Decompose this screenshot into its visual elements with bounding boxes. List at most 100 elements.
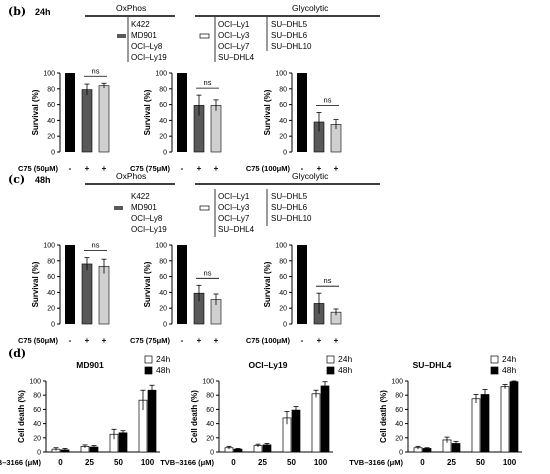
y-tick-label: 80: [47, 86, 55, 93]
glyco-line-5: SU–DHL5: [271, 192, 308, 201]
y-tick-label: 0: [210, 450, 214, 457]
treatment-tick-label: -: [181, 336, 184, 345]
x-tick-label: 25: [258, 458, 267, 467]
legend-label-48h: 48h: [338, 365, 352, 375]
oxphos-swatch: [114, 206, 123, 210]
treatment-tick-label: +: [102, 164, 107, 173]
y-tick-label: 60: [159, 102, 167, 109]
y-tick-label: 0: [163, 322, 167, 329]
y-tick-label: 40: [206, 421, 214, 428]
glyco-line-2: OCI–Ly3: [218, 31, 250, 40]
oxphos-line-4: OCI–Ly19: [131, 53, 167, 62]
y-tick-label: 40: [33, 421, 41, 428]
y-tick-label: 20: [206, 435, 214, 442]
treatment-label: C75 (75μM): [130, 164, 171, 173]
bar-glycolytic: [98, 266, 110, 325]
panel-b-label: (b): [8, 5, 26, 18]
bar-glycolytic: [210, 105, 222, 153]
y-tick-label: 20: [47, 306, 55, 313]
y-tick-label: 60: [279, 102, 287, 109]
bar-oxphos: [81, 263, 93, 325]
y-tick-label: 40: [159, 290, 167, 297]
y-axis-label: Cell death (%): [17, 390, 26, 443]
y-axis-label: Survival (%): [143, 261, 152, 307]
y-tick-label: 40: [279, 118, 287, 125]
y-axis-label: Survival (%): [263, 261, 272, 307]
x-axis-label: TVB–3166 (μM): [349, 458, 403, 467]
legend-swatch-48h: [490, 366, 499, 375]
oxphos-line-2: MD901: [131, 31, 157, 40]
y-tick-label: 20: [279, 134, 287, 141]
y-tick-label: 80: [33, 393, 41, 400]
chart-c-100um: 0 20 40 60 80 100 Survival (%) - + + ns C75 (100μM): [246, 243, 342, 345]
bar-24h: [471, 398, 481, 453]
bar-48h: [509, 381, 519, 453]
y-tick-label: 100: [155, 71, 167, 78]
oxphos-line-1: K422: [131, 192, 150, 201]
y-tick-label: 100: [155, 243, 167, 250]
treatment-tick-label: +: [197, 164, 202, 173]
x-tick-label: 25: [85, 458, 94, 467]
glyco-line-7: SU–DHL10: [271, 214, 312, 223]
legend-swatch-24h: [326, 355, 335, 364]
treatment-tick-label: +: [214, 336, 219, 345]
treatment-tick-label: +: [197, 336, 202, 345]
y-tick-label: 60: [33, 407, 41, 414]
y-tick-label: 60: [395, 407, 403, 414]
oxphos-title: OxPhos: [116, 171, 146, 181]
y-tick-label: 80: [159, 86, 167, 93]
oxphos-line-2: MD901: [131, 203, 157, 212]
glyco-line-1: OCI–Ly1: [218, 20, 250, 29]
panel-d-label: (d): [8, 347, 26, 360]
y-tick-label: 0: [283, 322, 287, 329]
y-tick-label: 40: [159, 118, 167, 125]
ns-label: ns: [204, 268, 212, 277]
treatment-label: C75 (100μM): [246, 164, 291, 173]
oxphos-swatch: [117, 34, 126, 38]
x-tick-label: 100: [314, 458, 328, 467]
panel-b-legend: OxPhos Glycolytic K422 MD901 OCI–Ly8 OCI…: [85, 3, 380, 62]
treatment-label: C75 (100μM): [246, 336, 291, 345]
treatment-label: C75 (50μM): [18, 164, 59, 173]
y-axis-label: Survival (%): [263, 89, 272, 135]
treatment-tick-label: +: [85, 164, 90, 173]
ns-label: ns: [92, 241, 100, 250]
glyco-line-5: SU–DHL5: [271, 20, 308, 29]
y-tick-label: 40: [279, 290, 287, 297]
treatment-tick-label: -: [69, 336, 72, 345]
y-tick-label: 80: [395, 393, 403, 400]
ns-label: ns: [92, 66, 100, 75]
bar-control: [297, 245, 307, 324]
treatment-tick-label: +: [317, 336, 322, 345]
oxphos-line-4: OCI–Ly19: [131, 225, 167, 234]
bar-48h: [480, 394, 490, 453]
legend-label-24h: 24h: [338, 354, 352, 364]
panel-b-time: 24h: [35, 7, 51, 17]
legend-label-24h: 24h: [502, 354, 516, 364]
y-axis-label: Survival (%): [143, 89, 152, 135]
chart-title: MD901: [76, 360, 104, 370]
glyco-line-7: SU–DHL10: [271, 42, 312, 51]
bar-48h: [320, 385, 330, 453]
y-tick-label: 0: [399, 450, 403, 457]
y-tick-label: 80: [47, 258, 55, 265]
treatment-tick-label: +: [85, 336, 90, 345]
legend-label-24h: 24h: [156, 354, 170, 364]
glyco-line-1: OCI–Ly1: [218, 192, 250, 201]
bar-48h: [291, 409, 301, 453]
bar-control: [65, 245, 75, 324]
y-tick-label: 20: [159, 134, 167, 141]
treatment-label: C75 (50μM): [18, 336, 59, 345]
glyco-line-6: SU–DHL6: [271, 31, 308, 40]
y-tick-label: 60: [206, 407, 214, 414]
y-tick-label: 100: [43, 243, 55, 250]
bar-control: [177, 73, 187, 152]
legend-label-48h: 48h: [502, 365, 516, 375]
glyco-line-4: SU–DHL4: [218, 53, 255, 62]
y-tick-label: 100: [275, 243, 287, 250]
bar-control: [177, 245, 187, 324]
chart-title: SU–DHL4: [413, 360, 452, 370]
x-tick-label: 25: [447, 458, 456, 467]
chart-b-50um: 0 20 40 60 80 100 Survival (%) - + + ns C75 (50μM): [18, 66, 110, 173]
